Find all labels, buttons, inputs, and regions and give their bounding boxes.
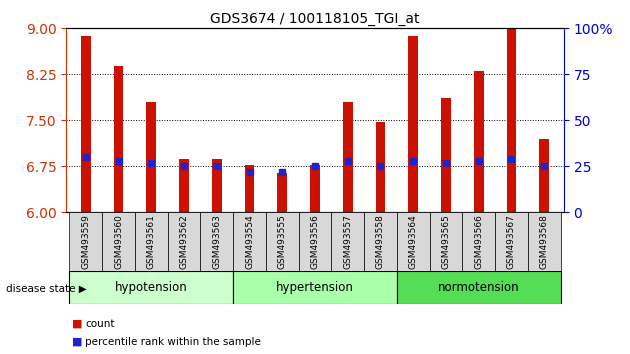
- Text: percentile rank within the sample: percentile rank within the sample: [85, 337, 261, 347]
- Text: normotension: normotension: [438, 281, 520, 294]
- FancyBboxPatch shape: [69, 212, 102, 271]
- Text: GSM493562: GSM493562: [180, 214, 188, 269]
- FancyBboxPatch shape: [168, 212, 200, 271]
- FancyBboxPatch shape: [299, 212, 331, 271]
- FancyBboxPatch shape: [266, 212, 299, 271]
- Text: GSM493565: GSM493565: [442, 214, 450, 269]
- Text: GSM493561: GSM493561: [147, 214, 156, 269]
- Bar: [212, 159, 222, 212]
- Text: GSM493554: GSM493554: [245, 214, 254, 269]
- Bar: [474, 71, 484, 212]
- Text: GSM493566: GSM493566: [474, 214, 483, 269]
- FancyBboxPatch shape: [233, 271, 397, 304]
- Text: ■: ■: [72, 319, 83, 329]
- Text: hypertension: hypertension: [276, 281, 354, 294]
- Text: hypotension: hypotension: [115, 281, 188, 294]
- FancyBboxPatch shape: [397, 271, 561, 304]
- Bar: [81, 36, 91, 212]
- FancyBboxPatch shape: [102, 212, 135, 271]
- Text: disease state ▶: disease state ▶: [6, 284, 87, 293]
- Bar: [539, 139, 549, 212]
- FancyBboxPatch shape: [495, 212, 528, 271]
- Bar: [441, 98, 451, 212]
- Bar: [310, 165, 320, 212]
- FancyBboxPatch shape: [528, 212, 561, 271]
- Bar: [277, 172, 287, 212]
- FancyBboxPatch shape: [135, 212, 168, 271]
- Bar: [244, 165, 255, 212]
- Bar: [113, 66, 123, 212]
- FancyBboxPatch shape: [430, 212, 462, 271]
- Text: GSM493555: GSM493555: [278, 214, 287, 269]
- FancyBboxPatch shape: [364, 212, 397, 271]
- Text: GSM493557: GSM493557: [343, 214, 352, 269]
- Text: GSM493556: GSM493556: [311, 214, 319, 269]
- Bar: [179, 159, 189, 212]
- FancyBboxPatch shape: [233, 212, 266, 271]
- FancyBboxPatch shape: [331, 212, 364, 271]
- Text: count: count: [85, 319, 115, 329]
- Text: GSM493560: GSM493560: [114, 214, 123, 269]
- FancyBboxPatch shape: [69, 271, 233, 304]
- FancyBboxPatch shape: [397, 212, 430, 271]
- Text: GSM493567: GSM493567: [507, 214, 516, 269]
- Text: GSM493564: GSM493564: [409, 214, 418, 269]
- Text: GSM493568: GSM493568: [540, 214, 549, 269]
- Bar: [375, 122, 386, 212]
- Text: GSM493559: GSM493559: [81, 214, 90, 269]
- FancyBboxPatch shape: [462, 212, 495, 271]
- Bar: [343, 102, 353, 212]
- FancyBboxPatch shape: [200, 212, 233, 271]
- Text: GSM493558: GSM493558: [376, 214, 385, 269]
- Bar: [408, 36, 418, 212]
- Bar: [507, 29, 517, 212]
- Text: ■: ■: [72, 337, 83, 347]
- Bar: [146, 102, 156, 212]
- Title: GDS3674 / 100118105_TGI_at: GDS3674 / 100118105_TGI_at: [210, 12, 420, 26]
- Text: GSM493563: GSM493563: [212, 214, 221, 269]
